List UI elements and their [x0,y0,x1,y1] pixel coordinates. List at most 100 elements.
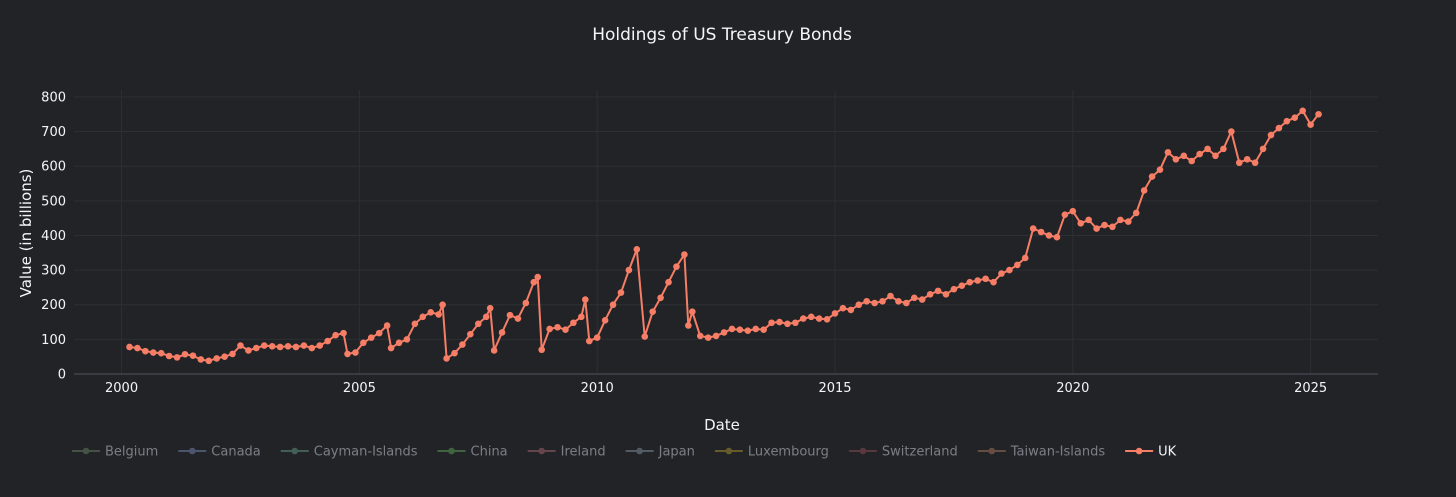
x-tick-label: 2020 [1056,381,1089,396]
legend-label: Taiwan-Islands [1010,445,1106,460]
x-axis-title: Date [704,416,740,434]
legend-marker [448,447,455,455]
data-point [411,320,419,328]
legend-label: Canada [211,445,260,460]
legend-item-cayman-islands[interactable]: Cayman-Islands [280,445,418,460]
data-point [1093,225,1100,232]
data-point [681,251,688,258]
legend-marker [859,447,867,455]
data-point [1315,110,1322,118]
data-point [276,343,284,351]
data-point [1053,233,1061,241]
data-point [641,333,649,340]
legend-item-china[interactable]: China [437,445,508,460]
data-point [1021,254,1029,262]
data-point [439,301,446,309]
data-point [657,294,664,302]
data-point [534,273,542,281]
data-point [831,310,839,317]
data-point [1045,232,1053,239]
data-point [126,343,133,351]
y-axis-title: Value (in billions) [17,169,35,298]
data-point [1061,211,1069,218]
data-point [1029,225,1037,232]
data-point [149,349,157,356]
data-point [990,278,997,286]
data-point [383,322,391,329]
data-point [665,278,672,286]
data-point [689,308,696,315]
data-point [895,297,902,305]
data-point [546,325,553,333]
data-point [459,341,466,348]
data-point [530,278,538,286]
legend-marker [538,447,545,455]
data-point [792,319,799,327]
data-point [784,320,791,328]
data-point [1235,159,1243,167]
data-point [1101,221,1108,229]
data-point [617,289,625,296]
y-tick-label: 700 [41,125,66,140]
data-point [1109,223,1116,231]
data-point [910,294,918,302]
data-point [403,336,411,343]
legend-label: Japan [658,445,695,460]
x-tick-label: 2005 [343,381,376,396]
y-tick-label: 300 [41,264,66,279]
legend-marker [291,447,299,455]
data-point [601,317,609,324]
x-tick-label: 2000 [105,381,138,396]
data-point [966,278,974,286]
data-point [1196,150,1203,158]
data-point [419,313,427,321]
y-tick-label: 100 [41,333,66,348]
data-point [260,342,268,349]
data-point [1069,207,1077,215]
data-point [1140,187,1148,194]
legend-marker [82,447,90,455]
legend-item-japan[interactable]: Japan [625,445,695,460]
data-point [807,313,815,321]
data-point [815,315,823,322]
data-point [1275,124,1283,132]
legend-item-taiwan-islands[interactable]: Taiwan-Islands [977,445,1106,460]
legend-item-belgium[interactable]: Belgium [72,445,158,460]
data-point [633,246,641,253]
data-point [581,296,589,303]
data-point [375,329,383,337]
data-point [744,327,752,335]
legend: Belgium Canada Cayman-Islands China Ireland J… [72,445,1177,460]
data-point [1212,152,1219,160]
data-point [498,329,506,336]
legend-label: Switzerland [882,445,958,460]
data-point [847,306,855,314]
legend-item-ireland[interactable]: Ireland [527,445,606,460]
legend-item-switzerland[interactable]: Switzerland [848,445,958,460]
y-tick-label: 800 [41,90,66,105]
data-point [712,332,720,340]
legend-item-luxembourg[interactable]: Luxembourg [714,445,829,460]
data-point [221,353,228,360]
data-point [879,297,886,305]
data-point [998,270,1005,277]
data-point [360,339,367,347]
axes: 0 100 200 300 400 500 600 700 800 2000 2005 2010 201… [41,90,1378,396]
data-point [1307,121,1314,128]
data-point [352,349,359,356]
data-point [1180,152,1188,160]
data-point [1156,166,1164,173]
legend-item-canada[interactable]: Canada [178,445,261,460]
data-point [427,309,435,316]
data-point [649,308,656,315]
data-point [1291,114,1299,122]
y-tick-label: 600 [41,160,66,175]
data-point [324,337,331,345]
data-point [490,347,498,354]
legend-item-uk[interactable]: UK [1125,445,1177,460]
data-point [839,304,847,312]
data-point [344,350,351,358]
data-point [625,266,633,274]
chart-title: Holdings of US Treasury Bonds [592,25,852,45]
